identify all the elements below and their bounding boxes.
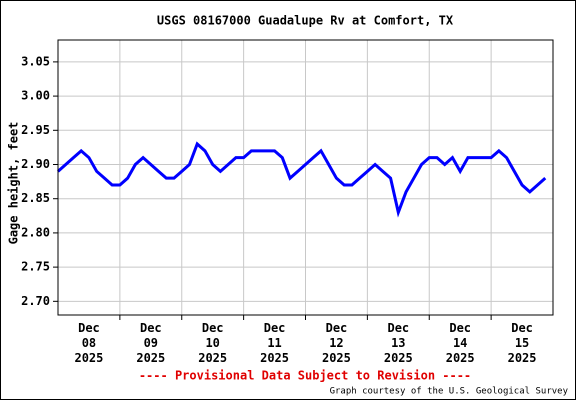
x-tick-label-line: 11	[267, 336, 281, 350]
x-tick-label-line: 2025	[322, 351, 351, 365]
x-tick-label-line: 09	[144, 336, 158, 350]
y-tick-label: 2.85	[21, 191, 50, 205]
y-tick-label: 2.90	[21, 157, 50, 171]
x-tick-label-line: 12	[329, 336, 343, 350]
x-tick-label: Dec 10 2025	[198, 321, 227, 365]
y-tick-label: 2.70	[21, 294, 50, 308]
x-tick-label-line: 2025	[508, 351, 537, 365]
x-tick-label: Dec 13 2025	[384, 321, 413, 365]
x-tick-label-line: Dec	[387, 321, 409, 335]
x-tick-label-line: Dec	[264, 321, 286, 335]
x-tick-label-line: 2025	[446, 351, 475, 365]
x-tick-label-line: Dec	[326, 321, 348, 335]
x-tick-label-line: Dec	[140, 321, 162, 335]
x-tick-label: Dec 11 2025	[260, 321, 289, 365]
credit: Graph courtesy of the U.S. Geological Su…	[330, 387, 569, 397]
x-tick-label: Dec 15 2025	[508, 321, 537, 365]
x-tick-label-line: Dec	[511, 321, 533, 335]
x-tick-label-line: 2025	[260, 351, 289, 365]
plot-border	[57, 39, 554, 316]
y-tick-label: 3.00	[21, 89, 50, 103]
chart-title: USGS 08167000 Guadalupe Rv at Comfort, T…	[157, 14, 454, 28]
x-tick-label-line: Dec	[449, 321, 471, 335]
y-tick-label: 2.80	[21, 225, 50, 239]
y-tick-label: 2.95	[21, 123, 50, 137]
x-tick-label-line: 08	[82, 336, 96, 350]
x-tick-label-line: 2025	[136, 351, 165, 365]
x-tick-label: Dec 14 2025	[446, 321, 475, 365]
x-tick-label-line: 2025	[198, 351, 227, 365]
x-tick-label: Dec 09 2025	[136, 321, 165, 365]
x-tick-label-line: 2025	[384, 351, 413, 365]
x-tick-label-line: 14	[453, 336, 467, 350]
x-tick-label-line: 10	[205, 336, 219, 350]
x-tick-label-line: 13	[391, 336, 405, 350]
x-tick-label: Dec 08 2025	[74, 321, 103, 365]
x-tick-label-line: 15	[515, 336, 529, 350]
x-tick-label-line: Dec	[78, 321, 100, 335]
x-tick-label-line: Dec	[202, 321, 224, 335]
y-tick-label: 3.05	[21, 54, 50, 68]
provisional-note: ---- Provisional Data Subject to Revisio…	[139, 369, 471, 383]
y-axis-label: Gage height, feet	[7, 122, 21, 245]
x-tick-label: Dec 12 2025	[322, 321, 351, 365]
y-tick-label: 2.75	[21, 260, 50, 274]
x-tick-label-line: 2025	[74, 351, 103, 365]
gage-height-line	[57, 141, 547, 218]
